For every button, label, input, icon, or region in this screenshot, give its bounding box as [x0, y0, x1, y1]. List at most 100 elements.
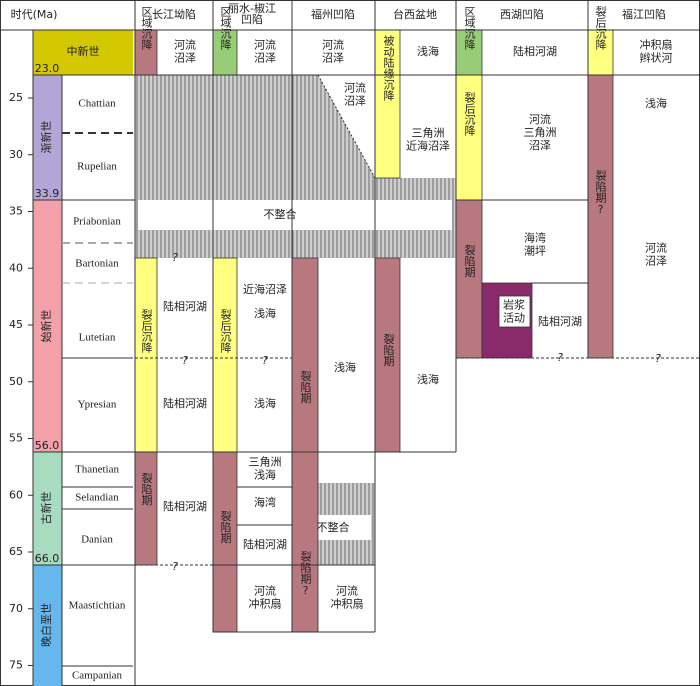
unconformity-box — [138, 200, 452, 230]
facies-label: 河流 — [529, 112, 551, 126]
facies-label: 近海沼泽 — [243, 282, 287, 296]
stage-label: Maastichtian — [69, 600, 126, 612]
tectonic-label: 区域沉降 — [219, 6, 232, 50]
age-tick-label: 50 — [9, 375, 23, 388]
facies-label: 浅海 — [334, 360, 356, 374]
uncertain-mark: ? — [172, 560, 178, 573]
stage-label: Ypresian — [78, 399, 117, 411]
facies-label: 近海沼泽 — [406, 139, 450, 153]
epoch-label: 始新世 — [39, 310, 53, 343]
epoch-label: 古新世 — [39, 492, 53, 525]
facies-label: 浅海 — [254, 468, 276, 482]
age-tick-label: 30 — [9, 148, 23, 161]
epoch-boundary: 56.0 — [35, 439, 60, 452]
facies-label: 沼泽 — [254, 51, 276, 65]
facies-label: 陆相河湖 — [163, 396, 207, 410]
tectonic-label: 裂陷期? — [594, 170, 607, 216]
tectonic-label: 裂陷期 — [140, 472, 153, 506]
facies-label: 辫状河 — [640, 51, 673, 65]
age-tick-label: 55 — [9, 432, 23, 445]
facies-label: 活动 — [503, 312, 525, 325]
tectonic-label: 裂陷期 — [219, 510, 232, 544]
epoch-label: 晚白垩世 — [39, 603, 53, 647]
facies-label: 三角洲 — [524, 126, 557, 139]
facies-label: 河流 — [336, 584, 358, 598]
facies-label: 河流 — [254, 584, 276, 598]
stage-label: Chattian — [78, 98, 116, 110]
facies-label: 冲积扇 — [331, 597, 364, 611]
tectonic-label: 裂后沉降 — [463, 92, 476, 136]
time-header: 时代(Ma) — [11, 8, 58, 21]
facies-label: 浅海 — [417, 372, 439, 386]
facies-label: 岩浆 — [503, 298, 525, 312]
facies-label: 河流 — [174, 38, 196, 52]
facies-label: 浅海 — [254, 306, 276, 320]
tectonic-label: 裂后沉降 — [140, 309, 153, 353]
epoch-fills — [33, 30, 133, 686]
stage-label: Campanian — [72, 670, 123, 682]
tectonic-label: 被动陆缘沉降 — [382, 35, 395, 101]
uncertain-mark: ? — [172, 251, 178, 264]
age-tick-label: 35 — [9, 205, 23, 218]
tectonic-label: 裂后沉降 — [219, 309, 232, 353]
age-tick-label: 75 — [9, 659, 23, 672]
tectonic-label: 区域沉降 — [140, 6, 153, 50]
uncertain-mark: ? — [262, 354, 268, 367]
basin-header: 长江坳陷 — [152, 7, 196, 21]
facies-label: 河流 — [322, 38, 344, 52]
facies-label: 河流 — [645, 241, 667, 255]
tectonic-label: 裂陷期 — [382, 333, 395, 367]
basin-header: 丽水-椒江 — [228, 1, 276, 15]
tectonic-label: 裂陷期 — [463, 244, 476, 278]
facies-label: 海湾 — [524, 231, 546, 245]
facies-label: 河流 — [344, 81, 366, 95]
epoch-boundary: 33.9 — [35, 187, 60, 200]
basin-header: 福江凹陷 — [622, 7, 666, 21]
epoch-boundary: 23.0 — [35, 62, 60, 75]
facies-label: 陆相河湖 — [538, 314, 582, 328]
epoch-label: 中新世 — [67, 44, 100, 58]
facies-label: 沼泽 — [322, 51, 344, 65]
age-tick-label: 45 — [9, 318, 23, 331]
facies-label: 浅海 — [417, 44, 439, 58]
basin-header: 台西盆地 — [393, 7, 437, 21]
facies-label: 沼泽 — [344, 94, 366, 108]
facies-label: 冲积扇 — [249, 597, 282, 611]
facies-label: 海湾 — [254, 495, 276, 509]
stage-label: Rupelian — [77, 161, 117, 173]
tectonic-label: 裂陷期? — [299, 551, 312, 597]
age-tick-label: 60 — [9, 488, 23, 501]
epoch-boundary: 66.0 — [35, 552, 60, 565]
stage-label: Danian — [81, 534, 113, 546]
epoch-label: 渐新世 — [39, 121, 53, 154]
facies-label: 沼泽 — [645, 254, 667, 268]
age-tick-label: 70 — [9, 602, 23, 615]
stage-label: Lutetian — [79, 332, 116, 344]
stage-label: Thanetian — [75, 464, 119, 476]
facies-label: 河流 — [254, 38, 276, 52]
tectonic-boxes — [134, 29, 614, 633]
facies-label: 陆相河湖 — [163, 499, 207, 513]
tectonic-label: 裂陷期 — [299, 370, 312, 404]
facies-label: 潮坪 — [524, 244, 546, 258]
basin-header: 西湖凹陷 — [500, 7, 544, 21]
basin-header: 福州凹陷 — [311, 7, 355, 21]
uncertain-mark: ? — [557, 351, 563, 364]
facies-label: 陆相河湖 — [243, 537, 287, 551]
stage-label: Selandian — [75, 492, 119, 504]
age-tick-label: 25 — [9, 91, 23, 104]
stage-label: Bartonian — [75, 258, 119, 270]
facies-label: 沼泽 — [174, 51, 196, 65]
facies-label: 浅海 — [645, 96, 667, 110]
tectonic-label: 裂后沉降 — [594, 6, 607, 50]
uncertain-mark: ? — [655, 352, 661, 365]
tectonic-label: 区域沉降 — [463, 6, 476, 50]
age-tick-label: 65 — [9, 545, 23, 558]
stage-label: Priabonian — [73, 216, 121, 228]
unconformity-label: 不整合 — [317, 520, 350, 534]
uncertain-mark: ? — [182, 354, 188, 367]
facies-label: 浅海 — [254, 396, 276, 410]
